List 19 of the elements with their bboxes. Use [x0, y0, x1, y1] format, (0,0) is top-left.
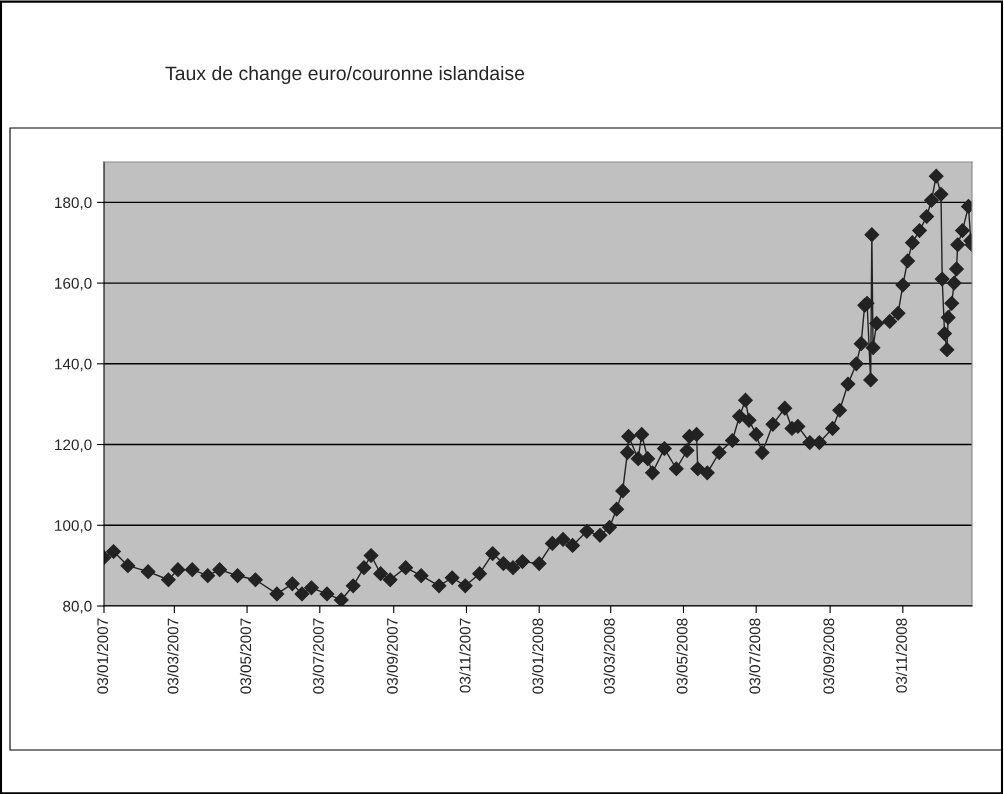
- x-tick-label: 03/07/2008: [749, 618, 761, 694]
- x-tick-label: 03/07/2007: [312, 618, 324, 694]
- x-tick-label: 03/05/2008: [676, 618, 688, 694]
- x-tick-label: 03/01/2008: [532, 618, 544, 694]
- chart-title: Taux de change euro/couronne islandaise: [165, 65, 525, 85]
- y-tick-label: 120,0: [55, 439, 92, 453]
- x-tick-label: 03/11/2007: [459, 618, 471, 693]
- y-tick-label: 180,0: [55, 197, 92, 210]
- x-tick-label: 03/05/2007: [239, 618, 252, 694]
- y-tick-label: 160,0: [55, 277, 92, 291]
- x-tick-label: 03/11/2008: [895, 618, 907, 693]
- y-tick-label: 100,0: [55, 520, 92, 533]
- y-tick-label: 80,0: [63, 600, 92, 614]
- x-tick-label: 03/01/2007: [96, 618, 109, 694]
- x-tick-label: 03/09/2008: [822, 618, 835, 694]
- x-tick-label: 03/03/2007: [167, 618, 179, 694]
- x-tick-label: 03/09/2007: [386, 618, 398, 694]
- y-tick-label: 140,0: [55, 358, 92, 372]
- x-tick-label: 03/03/2008: [603, 618, 615, 694]
